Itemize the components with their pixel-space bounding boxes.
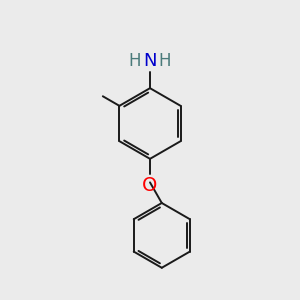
Text: H: H	[129, 52, 141, 70]
Text: H: H	[159, 52, 171, 70]
Text: N: N	[143, 52, 157, 70]
Text: O: O	[142, 176, 158, 195]
